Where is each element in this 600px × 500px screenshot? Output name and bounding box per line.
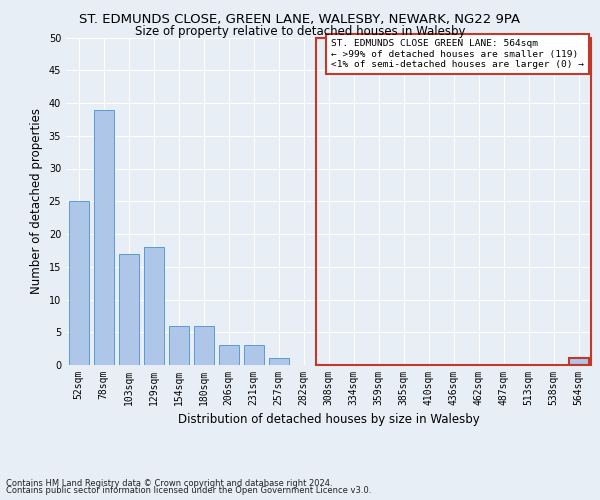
Bar: [68, 201, 89, 365]
Text: Size of property relative to detached houses in Walesby: Size of property relative to detached ho…: [135, 25, 465, 38]
Bar: [569, 358, 589, 365]
Bar: [218, 346, 239, 365]
Text: Contains HM Land Registry data © Crown copyright and database right 2024.: Contains HM Land Registry data © Crown c…: [6, 478, 332, 488]
Bar: [94, 110, 113, 365]
Bar: [244, 346, 263, 365]
Bar: [269, 358, 289, 365]
Bar: [193, 326, 214, 365]
X-axis label: Distribution of detached houses by size in Walesby: Distribution of detached houses by size …: [178, 414, 479, 426]
Bar: [169, 326, 188, 365]
Bar: [316, 38, 591, 365]
Text: Contains public sector information licensed under the Open Government Licence v3: Contains public sector information licen…: [6, 486, 371, 495]
Text: ST. EDMUNDS CLOSE GREEN LANE: 564sqm
← >99% of detached houses are smaller (119): ST. EDMUNDS CLOSE GREEN LANE: 564sqm ← >…: [331, 39, 584, 69]
Bar: [119, 254, 139, 365]
Text: ST. EDMUNDS CLOSE, GREEN LANE, WALESBY, NEWARK, NG22 9PA: ST. EDMUNDS CLOSE, GREEN LANE, WALESBY, …: [79, 12, 521, 26]
Y-axis label: Number of detached properties: Number of detached properties: [30, 108, 43, 294]
Bar: [143, 247, 163, 365]
